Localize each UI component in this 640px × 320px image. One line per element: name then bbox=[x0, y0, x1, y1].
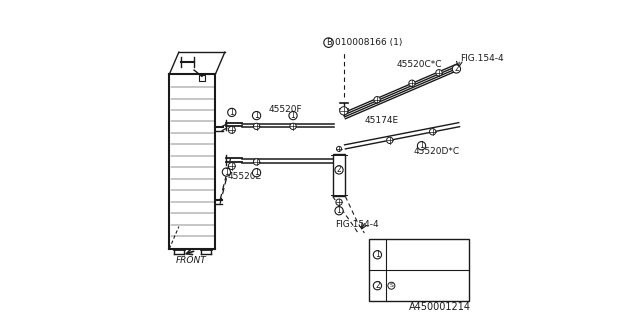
Text: 2: 2 bbox=[375, 281, 380, 290]
Text: 1: 1 bbox=[254, 111, 259, 120]
Circle shape bbox=[324, 38, 333, 47]
Text: 45520C*C: 45520C*C bbox=[396, 60, 442, 69]
Circle shape bbox=[374, 97, 380, 103]
Circle shape bbox=[228, 108, 236, 116]
Text: 1: 1 bbox=[375, 250, 380, 259]
Bar bbox=[369, 239, 469, 301]
Text: FRONT: FRONT bbox=[175, 256, 206, 265]
Circle shape bbox=[387, 137, 393, 143]
Text: 010008166 (1): 010008166 (1) bbox=[335, 38, 403, 47]
Circle shape bbox=[337, 146, 342, 151]
Circle shape bbox=[335, 207, 343, 215]
Text: B: B bbox=[326, 38, 332, 47]
Circle shape bbox=[290, 123, 296, 130]
Bar bbox=[199, 75, 205, 81]
Circle shape bbox=[335, 166, 343, 174]
Circle shape bbox=[436, 69, 442, 76]
Circle shape bbox=[429, 129, 436, 135]
Circle shape bbox=[340, 107, 348, 115]
Text: 1: 1 bbox=[291, 111, 296, 120]
Text: 2: 2 bbox=[337, 165, 341, 174]
Text: 45520D*C: 45520D*C bbox=[413, 147, 460, 156]
Text: 1: 1 bbox=[419, 141, 424, 150]
Circle shape bbox=[452, 65, 461, 73]
Circle shape bbox=[373, 282, 381, 290]
Text: FIG.154-4: FIG.154-4 bbox=[335, 220, 379, 228]
Circle shape bbox=[409, 80, 415, 86]
Text: 2: 2 bbox=[454, 64, 459, 74]
Text: 1: 1 bbox=[337, 206, 341, 215]
Text: 1: 1 bbox=[229, 108, 234, 117]
Circle shape bbox=[252, 169, 260, 177]
Circle shape bbox=[388, 282, 395, 289]
Text: 45520E: 45520E bbox=[228, 172, 262, 181]
Text: S: S bbox=[389, 283, 394, 288]
Circle shape bbox=[222, 168, 230, 176]
Circle shape bbox=[253, 123, 260, 130]
Circle shape bbox=[336, 199, 342, 205]
Circle shape bbox=[253, 159, 260, 165]
Circle shape bbox=[228, 126, 236, 133]
Circle shape bbox=[252, 111, 260, 120]
Circle shape bbox=[373, 251, 381, 259]
Text: 45174E: 45174E bbox=[364, 116, 399, 125]
Circle shape bbox=[228, 163, 236, 170]
Circle shape bbox=[289, 111, 297, 120]
Circle shape bbox=[417, 142, 426, 150]
Text: 1: 1 bbox=[224, 168, 228, 177]
Text: FIG.154-4: FIG.154-4 bbox=[461, 54, 504, 63]
Bar bbox=[333, 154, 346, 196]
Text: 1: 1 bbox=[254, 168, 259, 177]
Text: 047406120(2): 047406120(2) bbox=[396, 281, 466, 291]
Text: A450001214: A450001214 bbox=[409, 302, 470, 312]
Text: W170023: W170023 bbox=[389, 250, 435, 260]
Text: 45520F: 45520F bbox=[268, 105, 302, 114]
